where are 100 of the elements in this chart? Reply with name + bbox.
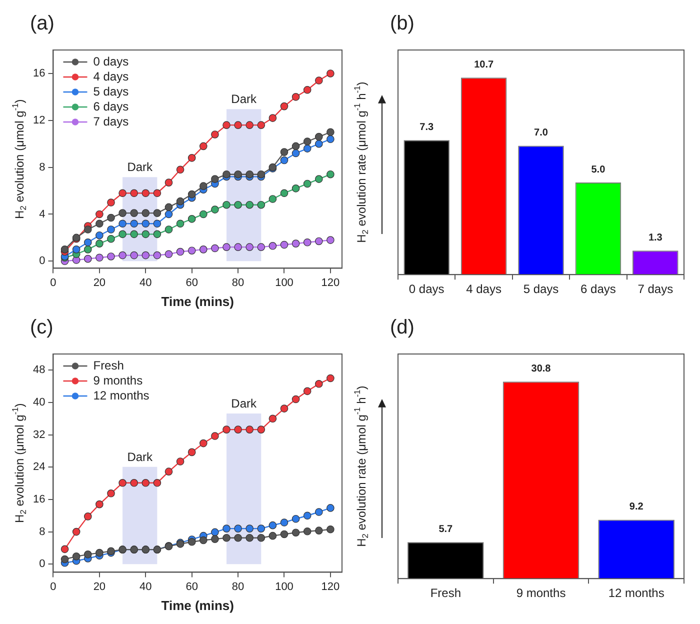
point bbox=[153, 220, 162, 228]
point bbox=[60, 545, 69, 554]
point bbox=[234, 200, 242, 209]
point bbox=[280, 240, 288, 249]
point bbox=[199, 210, 208, 218]
point bbox=[246, 524, 254, 532]
point bbox=[211, 432, 219, 440]
point bbox=[84, 238, 92, 246]
point bbox=[292, 142, 300, 150]
point bbox=[303, 144, 312, 152]
point bbox=[96, 254, 104, 262]
x-tick-label: 20 bbox=[93, 580, 106, 593]
point bbox=[96, 210, 104, 218]
y-tick-label: 0 bbox=[39, 255, 46, 268]
point bbox=[303, 387, 312, 396]
point bbox=[107, 252, 115, 260]
point bbox=[211, 130, 219, 138]
point bbox=[84, 254, 92, 263]
legend-label: 7 days bbox=[93, 114, 129, 128]
y-tick-label: 32 bbox=[32, 428, 46, 441]
x-tick-label: 80 bbox=[232, 276, 244, 289]
point bbox=[246, 243, 254, 251]
x-tick-label: 60 bbox=[186, 276, 198, 289]
point bbox=[164, 210, 173, 218]
data-label: 7.3 bbox=[420, 122, 434, 133]
point bbox=[164, 178, 173, 186]
x-axis-title: Time (mins) bbox=[161, 598, 234, 613]
point bbox=[303, 86, 312, 94]
point bbox=[153, 479, 162, 487]
point bbox=[211, 206, 219, 214]
point bbox=[326, 170, 334, 178]
point bbox=[118, 220, 126, 228]
point bbox=[153, 251, 162, 260]
x-tick-label: 0 days bbox=[408, 282, 444, 296]
point bbox=[176, 166, 184, 174]
point bbox=[280, 530, 288, 538]
chart-title: (c) bbox=[30, 316, 54, 339]
point bbox=[292, 240, 300, 248]
point bbox=[96, 500, 104, 508]
point bbox=[234, 243, 242, 251]
point bbox=[188, 246, 196, 255]
point bbox=[246, 170, 254, 178]
x-tick-label: 6 days bbox=[580, 282, 616, 296]
point bbox=[164, 250, 173, 258]
point bbox=[164, 468, 173, 476]
point bbox=[268, 532, 277, 540]
data-label: 9.2 bbox=[629, 502, 644, 512]
point bbox=[222, 200, 230, 209]
y-tick-label: 8 bbox=[39, 526, 46, 538]
point bbox=[176, 197, 184, 206]
data-label: 1.3 bbox=[648, 232, 663, 244]
band-label: Dark bbox=[127, 160, 154, 174]
point bbox=[292, 184, 300, 192]
point bbox=[315, 508, 323, 516]
point bbox=[326, 236, 334, 244]
point bbox=[188, 448, 196, 456]
point bbox=[84, 226, 92, 234]
y-tick-label: 24 bbox=[32, 461, 46, 474]
point bbox=[326, 135, 334, 144]
y-tick-label: 40 bbox=[32, 396, 46, 409]
point bbox=[96, 220, 104, 228]
x-tick-label: 5 days bbox=[523, 282, 559, 296]
x-tick-label: 7 days bbox=[638, 282, 674, 296]
point bbox=[153, 189, 162, 198]
point bbox=[142, 251, 150, 260]
legend-label: Fresh bbox=[93, 358, 124, 372]
y-tick-label: 4 bbox=[39, 208, 46, 220]
point bbox=[315, 380, 323, 388]
point bbox=[107, 214, 115, 222]
point bbox=[118, 230, 126, 238]
data-label: 10.7 bbox=[474, 59, 494, 70]
point bbox=[257, 121, 266, 129]
x-tick-label: 0 bbox=[50, 276, 56, 289]
point bbox=[130, 479, 138, 487]
point bbox=[107, 226, 115, 234]
x-tick-label: 9 months bbox=[516, 586, 566, 600]
band-label: Dark bbox=[127, 450, 154, 464]
point bbox=[315, 526, 323, 534]
point bbox=[176, 220, 184, 228]
point bbox=[315, 132, 323, 141]
x-tick-label: 120 bbox=[321, 276, 340, 289]
point bbox=[107, 234, 115, 243]
point bbox=[96, 231, 104, 240]
x-tick-label: 60 bbox=[186, 580, 198, 593]
x-tick-label: 100 bbox=[275, 276, 294, 289]
point bbox=[280, 518, 288, 526]
x-tick-label: 40 bbox=[140, 580, 152, 593]
point bbox=[142, 189, 150, 198]
point bbox=[142, 209, 150, 217]
point bbox=[188, 538, 196, 546]
point bbox=[280, 156, 288, 164]
point bbox=[222, 534, 230, 542]
legend-label: 12 months bbox=[93, 388, 150, 402]
point bbox=[257, 170, 266, 178]
data-label: 5.0 bbox=[591, 164, 606, 176]
point bbox=[234, 426, 242, 434]
y-axis-title: H2 evolution (μmol g-1) bbox=[10, 403, 28, 523]
legend-label: 4 days bbox=[93, 69, 129, 84]
point bbox=[315, 140, 323, 148]
point bbox=[118, 209, 126, 217]
